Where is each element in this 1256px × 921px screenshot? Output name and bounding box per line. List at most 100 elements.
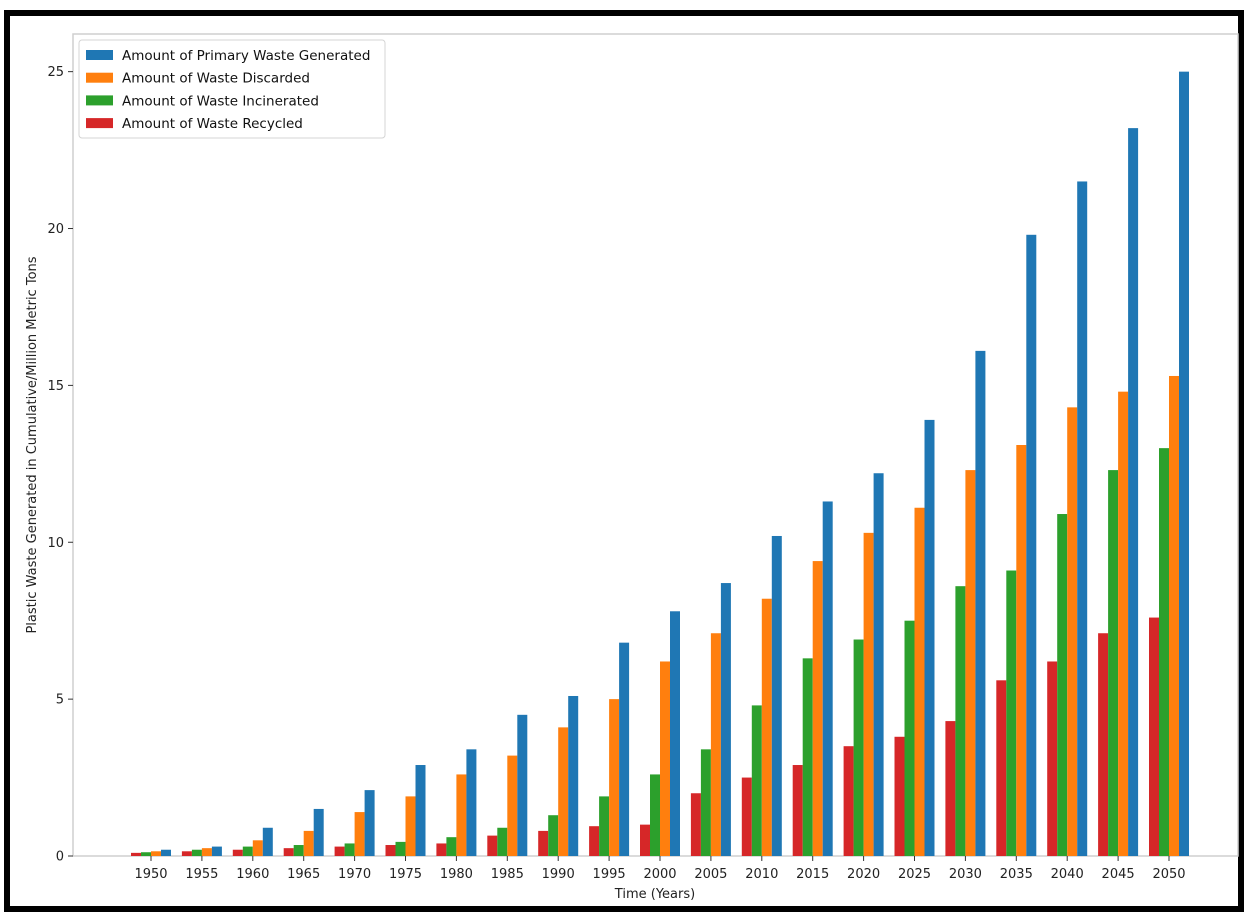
legend-swatch (86, 72, 113, 83)
bar-amount-of-primary-waste-generated-2035 (1026, 234, 1037, 857)
x-tick-label: 1950 (134, 867, 167, 882)
bar-amount-of-waste-recycled-2050 (1149, 617, 1159, 856)
bar-amount-of-waste-incinerated-2035 (1006, 570, 1017, 856)
bar-amount-of-waste-recycled-1980 (436, 843, 447, 856)
bar-amount-of-primary-waste-generated-1955 (211, 846, 222, 856)
bar-amount-of-waste-discarded-2030 (965, 470, 976, 856)
bar-amount-of-waste-incinerated-2040 (1057, 514, 1068, 856)
x-tick-label: 1965 (287, 867, 320, 882)
bar-amount-of-waste-recycled-1970 (334, 846, 345, 856)
x-tick-label: 2050 (1152, 867, 1185, 882)
bar-amount-of-waste-incinerated-2020 (853, 639, 864, 856)
bar-amount-of-waste-recycled-1985 (487, 835, 498, 856)
bar-amount-of-waste-recycled-2015 (792, 765, 803, 856)
bar-amount-of-waste-incinerated-1965 (293, 845, 304, 856)
bar-amount-of-waste-incinerated-2045 (1108, 470, 1119, 856)
bar-amount-of-waste-discarded-1950 (151, 851, 161, 856)
bar-amount-of-primary-waste-generated-2045 (1128, 128, 1139, 856)
bar-amount-of-waste-recycled-2000 (640, 824, 650, 856)
bar-amount-of-primary-waste-generated-1950 (161, 849, 171, 856)
legend-label: Amount of Primary Waste Generated (122, 48, 370, 64)
x-tick-label: 1990 (542, 867, 575, 882)
x-tick-label: 1980 (440, 867, 473, 882)
bar-amount-of-waste-recycled-1960 (232, 849, 243, 856)
bar-amount-of-waste-recycled-2040 (1047, 661, 1058, 856)
bar-amount-of-waste-discarded-1995 (609, 699, 620, 856)
bar-amount-of-waste-discarded-2015 (812, 561, 823, 856)
bar-amount-of-waste-discarded-2010 (761, 598, 772, 856)
bar-amount-of-primary-waste-generated-2030 (975, 350, 986, 856)
bar-amount-of-primary-waste-generated-2015 (822, 501, 833, 856)
bar-amount-of-waste-discarded-1975 (405, 796, 416, 856)
bar-amount-of-primary-waste-generated-2025 (924, 419, 935, 856)
bar-amount-of-primary-waste-generated-2020 (873, 473, 884, 856)
bar-amount-of-primary-waste-generated-1985 (517, 714, 528, 856)
bar-amount-of-waste-incinerated-2015 (802, 658, 813, 856)
bar-amount-of-primary-waste-generated-1980 (466, 749, 477, 856)
bar-amount-of-waste-discarded-2050 (1169, 375, 1179, 856)
bar-amount-of-primary-waste-generated-1960 (262, 827, 273, 856)
legend-box (78, 39, 386, 139)
bar-amount-of-waste-recycled-2045 (1098, 633, 1109, 856)
legend-swatch (86, 118, 113, 129)
y-tick-label: 10 (47, 536, 64, 551)
bar-amount-of-waste-incinerated-2025 (904, 620, 915, 856)
x-tick-label: 2030 (949, 867, 982, 882)
bar-amount-of-primary-waste-generated-1995 (619, 642, 630, 856)
bar-amount-of-waste-recycled-1995 (589, 826, 600, 856)
bar-amount-of-waste-discarded-1970 (354, 812, 365, 856)
x-tick-label: 2005 (694, 867, 727, 882)
bar-amount-of-waste-incinerated-1970 (344, 843, 355, 856)
bar-amount-of-waste-discarded-2000 (660, 661, 670, 856)
bar-amount-of-waste-discarded-1955 (201, 848, 212, 856)
bar-amount-of-waste-discarded-2005 (710, 633, 721, 856)
bar-amount-of-waste-incinerated-1990 (548, 815, 559, 856)
bar-amount-of-waste-discarded-1985 (507, 755, 518, 856)
bar-amount-of-waste-recycled-1975 (385, 845, 396, 856)
bar-amount-of-waste-discarded-2035 (1016, 445, 1027, 856)
bar-amount-of-waste-incinerated-2050 (1159, 448, 1169, 856)
bar-amount-of-waste-discarded-1965 (303, 830, 314, 856)
bar-amount-of-waste-incinerated-2010 (751, 705, 762, 856)
legend-label: Amount of Waste Incinerated (122, 93, 319, 109)
bar-amount-of-waste-discarded-2045 (1118, 391, 1129, 856)
legend-swatch (86, 50, 113, 60)
bar-amount-of-waste-discarded-2025 (914, 507, 925, 856)
x-tick-label: 1960 (236, 867, 269, 882)
bar-amount-of-waste-incinerated-2030 (955, 586, 966, 856)
bar-amount-of-waste-recycled-2020 (843, 746, 854, 856)
legend-label: Amount of Waste Recycled (122, 116, 303, 132)
y-tick-label: 5 (56, 693, 64, 708)
bar-amount-of-waste-incinerated-1955 (191, 849, 202, 856)
bar-amount-of-primary-waste-generated-2005 (720, 583, 731, 856)
bar-amount-of-waste-discarded-1960 (252, 840, 263, 856)
bar-amount-of-waste-recycled-2005 (690, 793, 701, 856)
x-tick-label: 2025 (898, 867, 931, 882)
bar-amount-of-waste-discarded-2040 (1067, 407, 1078, 856)
bar-amount-of-waste-discarded-2020 (863, 532, 874, 856)
x-tick-label: 2000 (643, 867, 676, 882)
bar-amount-of-primary-waste-generated-1975 (415, 765, 426, 856)
x-tick-label: 2045 (1102, 867, 1135, 882)
y-axis-label: Plastic Waste Generated in Cumulative/Mi… (25, 256, 40, 633)
x-tick-label: 2040 (1051, 867, 1084, 882)
bar-amount-of-waste-recycled-1965 (283, 848, 294, 856)
bar-amount-of-waste-incinerated-1985 (497, 827, 508, 856)
bar-amount-of-waste-discarded-1990 (558, 727, 569, 856)
legend-label: Amount of Waste Discarded (122, 71, 310, 87)
x-tick-label: 1985 (491, 867, 524, 882)
bar-amount-of-waste-incinerated-1960 (242, 846, 253, 856)
x-tick-label: 2015 (796, 867, 829, 882)
bar-amount-of-waste-recycled-1990 (538, 830, 549, 856)
bar-amount-of-waste-recycled-1950 (131, 852, 141, 856)
legend-swatch (86, 95, 113, 106)
bar-amount-of-waste-recycled-2035 (996, 680, 1007, 856)
bar-amount-of-primary-waste-generated-1970 (364, 790, 375, 856)
bar-amount-of-primary-waste-generated-1965 (313, 808, 324, 856)
bar-amount-of-primary-waste-generated-2000 (670, 611, 680, 856)
bar-amount-of-primary-waste-generated-2050 (1179, 71, 1189, 856)
bar-amount-of-primary-waste-generated-1990 (568, 695, 579, 856)
x-tick-label: 2010 (745, 867, 778, 882)
x-axis-label: Time (Years) (614, 887, 695, 902)
